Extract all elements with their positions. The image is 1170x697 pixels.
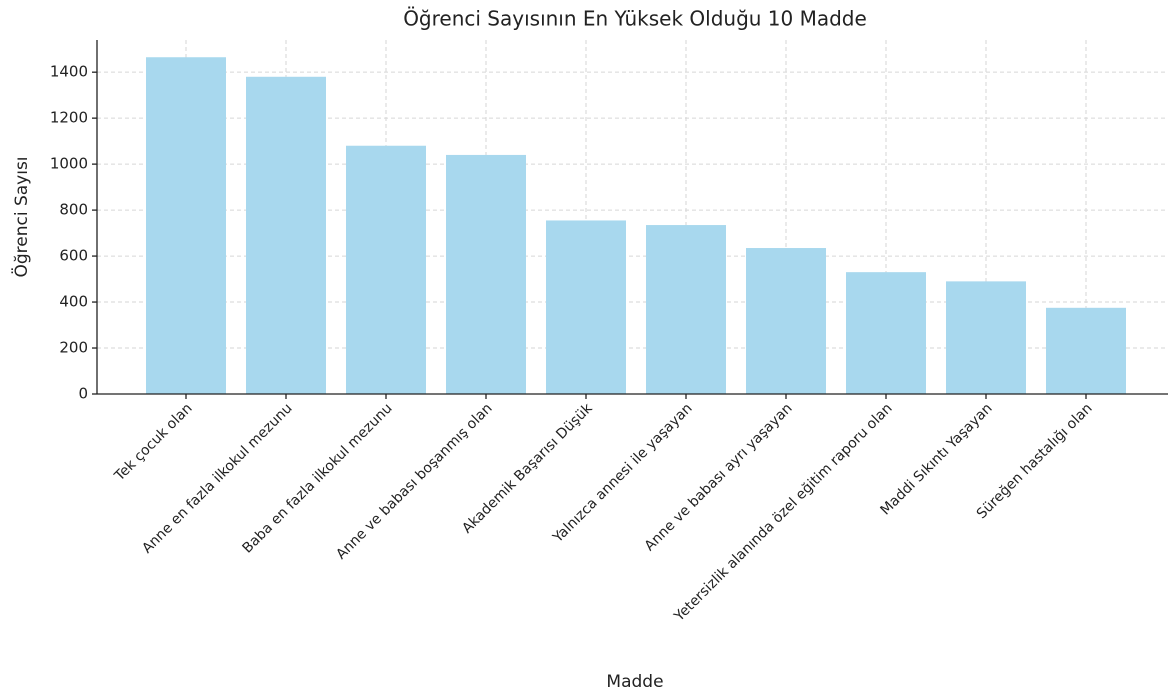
y-tick-label: 800 [59, 201, 88, 219]
bar [546, 220, 626, 394]
x-tick-label: Süreğen hastalığı olan [974, 400, 1096, 522]
bar [446, 154, 526, 394]
x-axis-label: Madde [606, 672, 663, 692]
bar [346, 145, 426, 394]
y-axis-label: Öğrenci Sayısı [10, 156, 32, 277]
x-tick-label: Yetersizlik alanında özel eğitim raporu … [671, 400, 896, 625]
bar [1046, 307, 1126, 394]
bar [646, 225, 726, 394]
bar [946, 281, 1026, 394]
y-tick-label: 1200 [50, 109, 88, 127]
bar [746, 248, 826, 394]
x-tick-label: Tek çocuk olan [111, 400, 196, 485]
y-tick-label: 600 [59, 247, 88, 265]
y-tick-label: 400 [59, 293, 88, 311]
chart-title: Öğrenci Sayısının En Yüksek Olduğu 10 Ma… [403, 7, 867, 31]
y-tick-label: 1400 [50, 63, 88, 81]
y-tick-label: 0 [78, 385, 88, 403]
x-tick-label: Maddi Sıkıntı Yaşayan [878, 400, 996, 518]
bar [846, 272, 926, 394]
y-tick-label: 200 [59, 339, 88, 357]
x-tick-label: Anne ve babası boşanmış olan [333, 400, 495, 562]
y-tick-label: 1000 [50, 155, 88, 173]
bar [146, 57, 226, 394]
bar [246, 76, 326, 394]
